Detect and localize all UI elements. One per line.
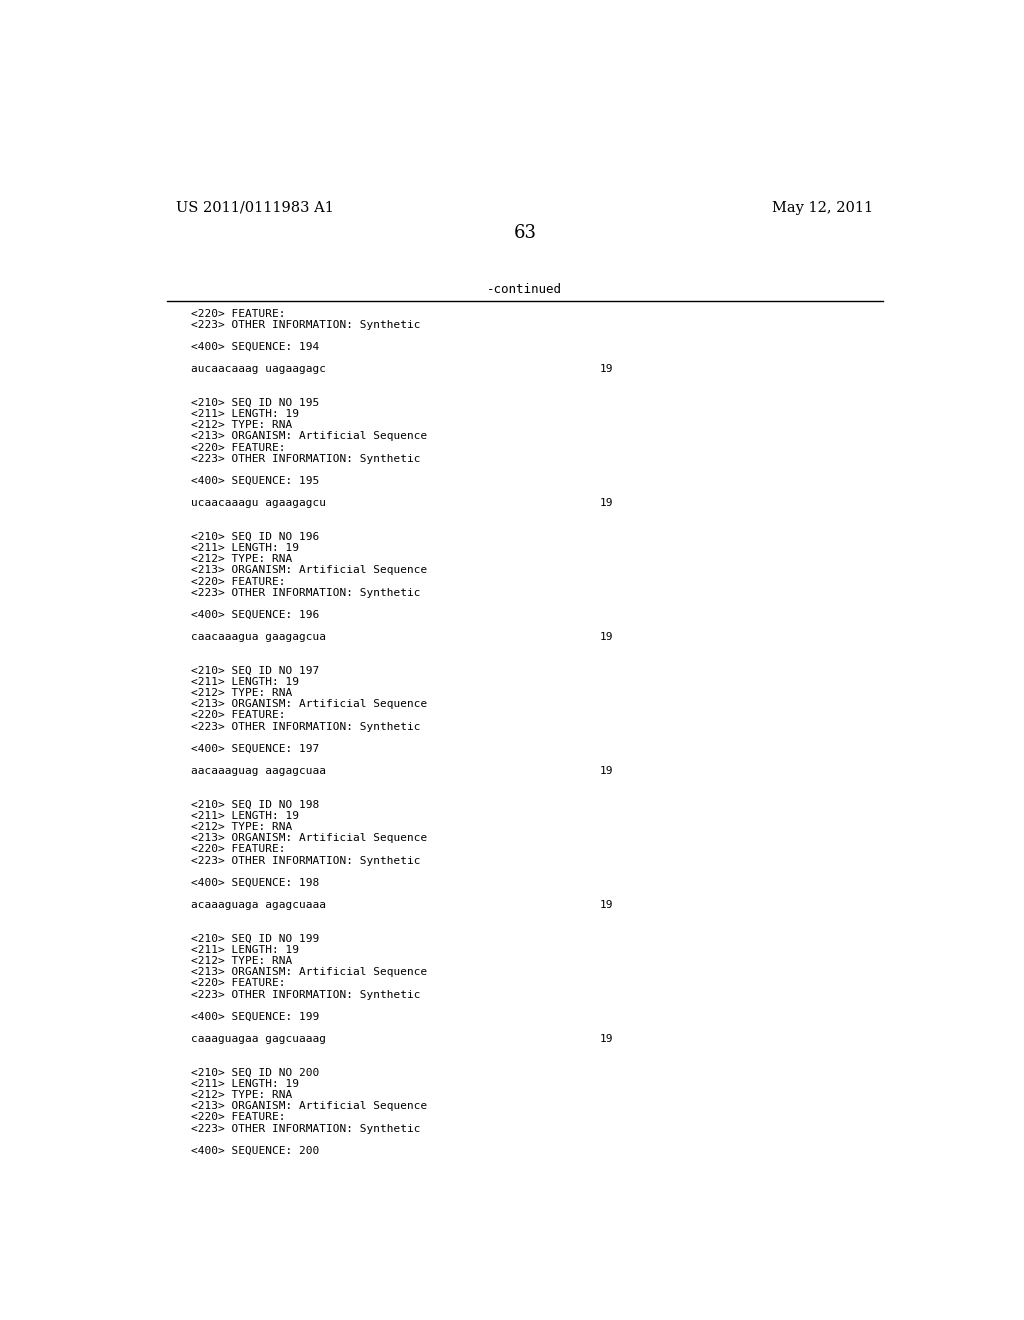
Text: caaaguagaa gagcuaaag: caaaguagaa gagcuaaag <box>191 1035 327 1044</box>
Text: <211> LENGTH: 19: <211> LENGTH: 19 <box>191 1078 299 1089</box>
Text: <210> SEQ ID NO 195: <210> SEQ ID NO 195 <box>191 397 319 408</box>
Text: <212> TYPE: RNA: <212> TYPE: RNA <box>191 554 293 564</box>
Text: <223> OTHER INFORMATION: Synthetic: <223> OTHER INFORMATION: Synthetic <box>191 990 421 999</box>
Text: <220> FEATURE:: <220> FEATURE: <box>191 442 286 453</box>
Text: <223> OTHER INFORMATION: Synthetic: <223> OTHER INFORMATION: Synthetic <box>191 722 421 731</box>
Text: <220> FEATURE:: <220> FEATURE: <box>191 309 286 318</box>
Text: <211> LENGTH: 19: <211> LENGTH: 19 <box>191 810 299 821</box>
Text: <210> SEQ ID NO 196: <210> SEQ ID NO 196 <box>191 532 319 541</box>
Text: <400> SEQUENCE: 194: <400> SEQUENCE: 194 <box>191 342 319 352</box>
Text: <220> FEATURE:: <220> FEATURE: <box>191 978 286 989</box>
Text: <220> FEATURE:: <220> FEATURE: <box>191 1113 286 1122</box>
Text: <223> OTHER INFORMATION: Synthetic: <223> OTHER INFORMATION: Synthetic <box>191 1123 421 1134</box>
Text: <210> SEQ ID NO 197: <210> SEQ ID NO 197 <box>191 665 319 676</box>
Text: <223> OTHER INFORMATION: Synthetic: <223> OTHER INFORMATION: Synthetic <box>191 319 421 330</box>
Text: <213> ORGANISM: Artificial Sequence: <213> ORGANISM: Artificial Sequence <box>191 565 428 576</box>
Text: 63: 63 <box>513 224 537 242</box>
Text: <213> ORGANISM: Artificial Sequence: <213> ORGANISM: Artificial Sequence <box>191 700 428 709</box>
Text: <223> OTHER INFORMATION: Synthetic: <223> OTHER INFORMATION: Synthetic <box>191 454 421 463</box>
Text: US 2011/0111983 A1: US 2011/0111983 A1 <box>176 201 334 215</box>
Text: <400> SEQUENCE: 197: <400> SEQUENCE: 197 <box>191 744 319 754</box>
Text: 19: 19 <box>600 900 613 911</box>
Text: 19: 19 <box>600 364 613 375</box>
Text: <212> TYPE: RNA: <212> TYPE: RNA <box>191 822 293 832</box>
Text: <212> TYPE: RNA: <212> TYPE: RNA <box>191 1090 293 1100</box>
Text: aacaaaguag aagagcuaa: aacaaaguag aagagcuaa <box>191 767 327 776</box>
Text: <400> SEQUENCE: 196: <400> SEQUENCE: 196 <box>191 610 319 620</box>
Text: <220> FEATURE:: <220> FEATURE: <box>191 577 286 586</box>
Text: 19: 19 <box>600 767 613 776</box>
Text: -continued: -continued <box>487 284 562 296</box>
Text: <400> SEQUENCE: 195: <400> SEQUENCE: 195 <box>191 477 319 486</box>
Text: <210> SEQ ID NO 200: <210> SEQ ID NO 200 <box>191 1068 319 1077</box>
Text: <211> LENGTH: 19: <211> LENGTH: 19 <box>191 677 299 686</box>
Text: <213> ORGANISM: Artificial Sequence: <213> ORGANISM: Artificial Sequence <box>191 968 428 977</box>
Text: 19: 19 <box>600 1035 613 1044</box>
Text: <211> LENGTH: 19: <211> LENGTH: 19 <box>191 543 299 553</box>
Text: <212> TYPE: RNA: <212> TYPE: RNA <box>191 688 293 698</box>
Text: <213> ORGANISM: Artificial Sequence: <213> ORGANISM: Artificial Sequence <box>191 833 428 843</box>
Text: <212> TYPE: RNA: <212> TYPE: RNA <box>191 420 293 430</box>
Text: <400> SEQUENCE: 198: <400> SEQUENCE: 198 <box>191 878 319 888</box>
Text: 19: 19 <box>600 499 613 508</box>
Text: aucaacaaag uagaagagc: aucaacaaag uagaagagc <box>191 364 327 375</box>
Text: <213> ORGANISM: Artificial Sequence: <213> ORGANISM: Artificial Sequence <box>191 1101 428 1111</box>
Text: <213> ORGANISM: Artificial Sequence: <213> ORGANISM: Artificial Sequence <box>191 432 428 441</box>
Text: <220> FEATURE:: <220> FEATURE: <box>191 845 286 854</box>
Text: caacaaagua gaagagcua: caacaaagua gaagagcua <box>191 632 327 643</box>
Text: ucaacaaagu agaagagcu: ucaacaaagu agaagagcu <box>191 499 327 508</box>
Text: acaaaguaga agagcuaaa: acaaaguaga agagcuaaa <box>191 900 327 911</box>
Text: <212> TYPE: RNA: <212> TYPE: RNA <box>191 956 293 966</box>
Text: <210> SEQ ID NO 198: <210> SEQ ID NO 198 <box>191 800 319 809</box>
Text: <400> SEQUENCE: 200: <400> SEQUENCE: 200 <box>191 1146 319 1156</box>
Text: <211> LENGTH: 19: <211> LENGTH: 19 <box>191 409 299 418</box>
Text: <211> LENGTH: 19: <211> LENGTH: 19 <box>191 945 299 954</box>
Text: <223> OTHER INFORMATION: Synthetic: <223> OTHER INFORMATION: Synthetic <box>191 855 421 866</box>
Text: <220> FEATURE:: <220> FEATURE: <box>191 710 286 721</box>
Text: <400> SEQUENCE: 199: <400> SEQUENCE: 199 <box>191 1012 319 1022</box>
Text: <210> SEQ ID NO 199: <210> SEQ ID NO 199 <box>191 933 319 944</box>
Text: 19: 19 <box>600 632 613 643</box>
Text: <223> OTHER INFORMATION: Synthetic: <223> OTHER INFORMATION: Synthetic <box>191 587 421 598</box>
Text: May 12, 2011: May 12, 2011 <box>772 201 873 215</box>
